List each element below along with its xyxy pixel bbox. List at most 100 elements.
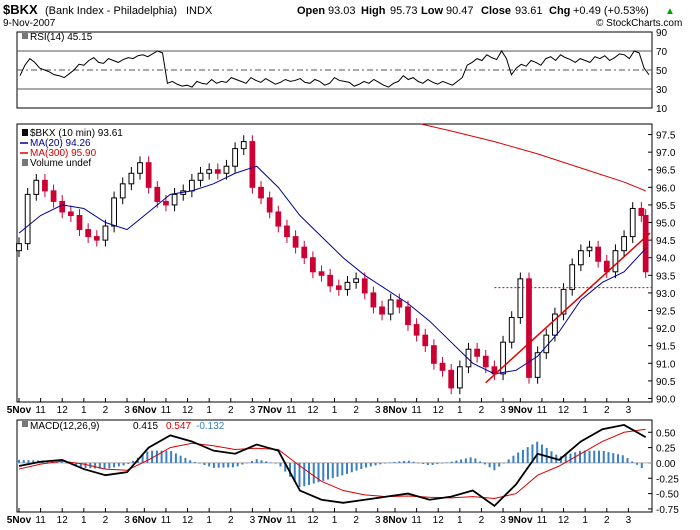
price-frame [16, 123, 653, 403]
candle-body [534, 352, 541, 378]
x-tick-label: 9Nov [508, 405, 533, 416]
macd-histogram-bar [189, 460, 192, 463]
x-tick-label: 2 [604, 405, 610, 416]
rsi-y-tick: 50 [656, 66, 668, 77]
candle-body [621, 236, 627, 252]
x-tick-label: 2 [228, 515, 234, 526]
macd-histogram-bar [607, 452, 610, 463]
candle-body [577, 250, 584, 266]
macd-histogram-bar [265, 461, 268, 463]
candle-body [500, 341, 506, 375]
x-tick-label: 12 [307, 515, 319, 526]
x-tick-label: 1 [81, 405, 87, 416]
x-tick-label: 11 [286, 515, 297, 526]
macd-histogram-bar [393, 462, 396, 463]
macd-histogram-bar [517, 452, 520, 463]
low-value: 90.47 [446, 5, 474, 17]
macd-histogram-bar [612, 453, 615, 463]
macd-histogram-bar [384, 462, 387, 464]
symbol-title: $BKX [3, 2, 38, 17]
x-tick-label: 6Nov [132, 515, 157, 526]
macd-histogram-bar [507, 459, 510, 463]
candle-body [344, 281, 351, 290]
x-tick-label: 3 [124, 405, 130, 416]
high-value: 95.73 [390, 5, 418, 17]
macd-histogram-bar [184, 457, 187, 463]
macd-histogram-bar [636, 462, 639, 465]
macd-histogram-bar [279, 462, 282, 467]
macd-legend-hist: -0.132 [196, 421, 225, 432]
macd-histogram-bar [288, 462, 291, 477]
macd-histogram-bar [174, 453, 177, 463]
candle-body [42, 179, 48, 192]
macd-signal-line [18, 428, 646, 500]
candle-body [508, 317, 515, 343]
macd-legend-value: 0.415 [133, 421, 158, 432]
macd-histogram-bar [436, 462, 439, 465]
candle-body [413, 324, 420, 336]
x-tick-label: 1 [582, 515, 588, 526]
macd-legend-signal: 0.547 [166, 421, 191, 432]
macd-histogram-bar [127, 462, 130, 464]
macd-histogram-bar [374, 462, 377, 466]
macd-histogram-bar [75, 462, 78, 466]
chg-value: +0.49 (+0.53%) [573, 5, 649, 17]
macd-histogram-bar [498, 462, 501, 467]
candle-body [448, 369, 455, 389]
ma300-line [420, 123, 646, 192]
candle-body [292, 236, 299, 248]
macd-histogram-bar [588, 450, 591, 463]
candle-body [422, 334, 429, 347]
candle-body [456, 366, 463, 389]
macd-histogram-bar [98, 462, 101, 469]
candle-body [327, 274, 334, 287]
macd-histogram-bar [621, 455, 624, 463]
macd-histogram-bar [360, 462, 363, 470]
macd-histogram-bar [269, 462, 272, 463]
macd-legend-prefix: MACD(12,26,9) [30, 421, 99, 432]
x-tick-label: 12 [57, 405, 69, 416]
x-tick-label: 1 [332, 515, 338, 526]
macd-histogram-bar [450, 461, 453, 463]
candle-body [102, 225, 109, 241]
close-label: Close [481, 5, 511, 17]
candle-body [396, 299, 403, 308]
macd-histogram-bar [303, 462, 306, 487]
close-value: 93.61 [515, 5, 543, 17]
candle-body [33, 179, 40, 195]
legend-price-swatch [22, 129, 28, 136]
macd-histogram-bar [640, 462, 643, 469]
macd-histogram-bar [379, 462, 382, 465]
macd-histogram-bar [132, 460, 135, 463]
macd-histogram-bar [212, 462, 215, 468]
candle-body [85, 229, 92, 238]
macd-histogram-bar [146, 451, 149, 463]
x-tick-label: 5Nov [7, 515, 32, 526]
candle-body [439, 362, 446, 371]
x-tick-label: 11 [161, 405, 172, 416]
macd-histogram-bar [417, 462, 420, 464]
price-x-axis: 5Nov 11 12 1 2 3 6Nov 11 12 1 2 3 7Nov 11 12 1 2 3 8Nov 11 1… [7, 398, 632, 416]
macd-line [18, 423, 647, 508]
x-tick-label: 1 [206, 515, 212, 526]
x-tick-label: 2 [353, 405, 359, 416]
candle-body [361, 278, 368, 294]
x-tick-label: 12 [182, 515, 194, 526]
candle-body [284, 225, 290, 238]
x-tick-label: 11 [537, 405, 548, 416]
macd-histogram-bar [222, 462, 225, 468]
macd-histogram-bar [203, 462, 206, 466]
x-tick-label: 9Nov [508, 515, 533, 526]
macd-histogram-bar [569, 453, 572, 463]
exchange-label: INDX [186, 5, 213, 17]
candle-body [232, 148, 238, 167]
macd-histogram-bar [60, 461, 63, 463]
price-y-tick: 95.5 [656, 201, 676, 212]
macd-histogram-bar [626, 458, 629, 463]
candle-body [612, 250, 619, 273]
candle-body [188, 179, 195, 192]
candle-body [59, 200, 66, 213]
macd-histogram-bar [355, 462, 358, 471]
macd-histogram-bar [336, 462, 339, 477]
